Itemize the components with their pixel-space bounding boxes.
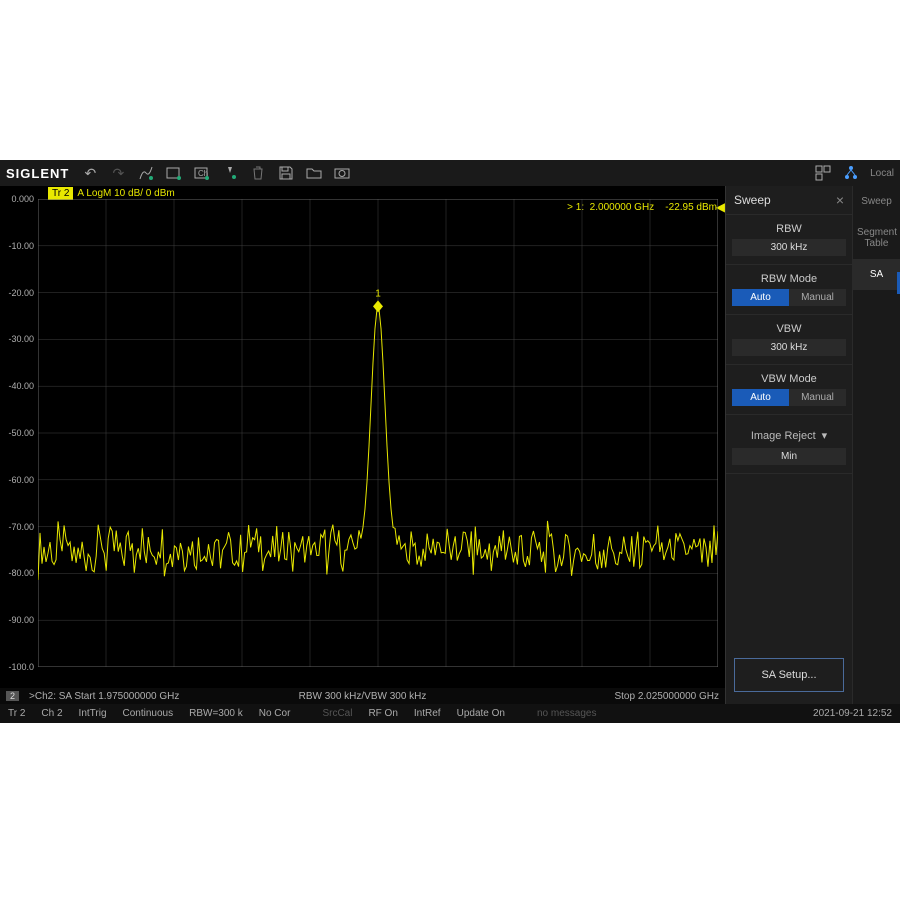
vbw-label: VBW — [726, 323, 852, 335]
tab-segment[interactable]: Segment Table — [853, 217, 900, 259]
y-tick-label: -30.00 — [8, 334, 34, 344]
vbw-mode-control: VBW Mode Auto Manual — [726, 365, 852, 415]
y-tick-label: -80.00 — [8, 568, 34, 578]
y-tick-label: -10.00 — [8, 241, 34, 251]
status-srccal: SrcCal — [322, 708, 352, 719]
vbw-mode-label: VBW Mode — [726, 373, 852, 385]
brand-logo: SIGLENT — [6, 166, 69, 181]
rbw-mode-control: RBW Mode Auto Manual — [726, 265, 852, 315]
chart-area: Tr 2A LogM 10 dB/ 0 dBm ◀ > 1: 2.000000 … — [0, 186, 725, 704]
image-reject-value[interactable]: Min — [732, 448, 846, 465]
image-reject-control: Image Reject ▾ Min — [726, 415, 852, 474]
rbw-mode-label: RBW Mode — [726, 273, 852, 285]
sweep-panel: Sweep × RBW 300 kHz RBW Mode Auto Manual… — [725, 186, 852, 704]
channel-badge[interactable]: 2 — [6, 691, 19, 701]
channel-icon[interactable]: Ch — [193, 164, 211, 182]
toolbar-right: Local — [814, 164, 894, 182]
vbw-manual-button[interactable]: Manual — [789, 389, 846, 406]
status-messages: no messages — [537, 708, 596, 719]
app-window: SIGLENT ↶ ↷ Ch Local Tr 2A LogM 10 dB/ 0… — [0, 160, 900, 723]
main-row: Tr 2A LogM 10 dB/ 0 dBm ◀ > 1: 2.000000 … — [0, 186, 900, 704]
local-label: Local — [870, 168, 894, 179]
delete-icon[interactable] — [249, 164, 267, 182]
y-tick-label: -70.00 — [8, 522, 34, 532]
stop-freq: Stop 2.025000000 GHz — [614, 691, 719, 702]
rbw-vbw-info: RBW 300 kHz/VBW 300 kHz — [299, 691, 427, 702]
trace-info: A LogM 10 dB/ 0 dBm — [77, 188, 174, 199]
vbw-mode-row: Auto Manual — [732, 389, 846, 406]
y-tick-label: -20.00 — [8, 288, 34, 298]
trace-icon[interactable] — [165, 164, 183, 182]
status-items2: RF OnIntRefUpdate On — [368, 708, 521, 719]
rbw-control: RBW 300 kHz — [726, 215, 852, 265]
trace-header: Tr 2A LogM 10 dB/ 0 dBm — [48, 188, 175, 199]
rbw-value[interactable]: 300 kHz — [732, 239, 846, 256]
vbw-auto-button[interactable]: Auto — [732, 389, 789, 406]
svg-text:1: 1 — [375, 288, 381, 299]
rbw-mode-row: Auto Manual — [732, 289, 846, 306]
axis-info-row: 2 >Ch2: SA Start 1.975000000 GHz RBW 300… — [0, 688, 725, 704]
panel-title: Sweep — [734, 193, 771, 207]
side-tabs: Sweep Segment Table SA — [852, 186, 900, 704]
chevron-down-icon: ▾ — [822, 429, 828, 442]
status-timestamp: 2021-09-21 12:52 — [813, 708, 892, 719]
y-tick-label: -90.00 — [8, 615, 34, 625]
rbw-manual-button[interactable]: Manual — [789, 289, 846, 306]
toolbar: SIGLENT ↶ ↷ Ch Local — [0, 160, 900, 186]
layout-icon[interactable] — [814, 164, 832, 182]
status-bar: Tr 2Ch 2IntTrigContinuousRBW=300 kNo Cor… — [0, 704, 900, 723]
save-icon[interactable] — [277, 164, 295, 182]
marker-icon[interactable] — [221, 164, 239, 182]
image-reject-dropdown[interactable]: Image Reject ▾ — [726, 423, 852, 448]
network-icon[interactable] — [842, 164, 860, 182]
rbw-auto-button[interactable]: Auto — [732, 289, 789, 306]
y-tick-label: 0.000 — [11, 194, 34, 204]
redo-icon[interactable]: ↷ — [109, 164, 127, 182]
sa-setup-button[interactable]: SA Setup... — [734, 658, 844, 692]
tab-sa[interactable]: SA — [853, 259, 900, 290]
y-tick-label: -60.00 — [8, 475, 34, 485]
undo-icon[interactable]: ↶ — [81, 164, 99, 182]
tab-sweep[interactable]: Sweep — [853, 186, 900, 217]
autoscale-icon[interactable] — [137, 164, 155, 182]
spectrum-plot[interactable]: 1 — [38, 199, 718, 667]
y-axis-labels: 0.000-10.00-20.00-30.00-40.00-50.00-60.0… — [0, 199, 36, 667]
vbw-value[interactable]: 300 kHz — [732, 339, 846, 356]
start-freq: >Ch2: SA Start 1.975000000 GHz — [29, 691, 179, 702]
close-icon[interactable]: × — [836, 192, 844, 208]
camera-icon[interactable] — [333, 164, 351, 182]
toolbar-icons: ↶ ↷ Ch — [81, 164, 351, 182]
y-tick-label: -100.0 — [8, 662, 34, 672]
y-tick-label: -50.00 — [8, 428, 34, 438]
panel-header: Sweep × — [726, 186, 852, 215]
status-items: Tr 2Ch 2IntTrigContinuousRBW=300 kNo Cor — [8, 708, 306, 719]
folder-icon[interactable] — [305, 164, 323, 182]
y-tick-label: -40.00 — [8, 381, 34, 391]
vbw-control: VBW 300 kHz — [726, 315, 852, 365]
rbw-label: RBW — [726, 223, 852, 235]
